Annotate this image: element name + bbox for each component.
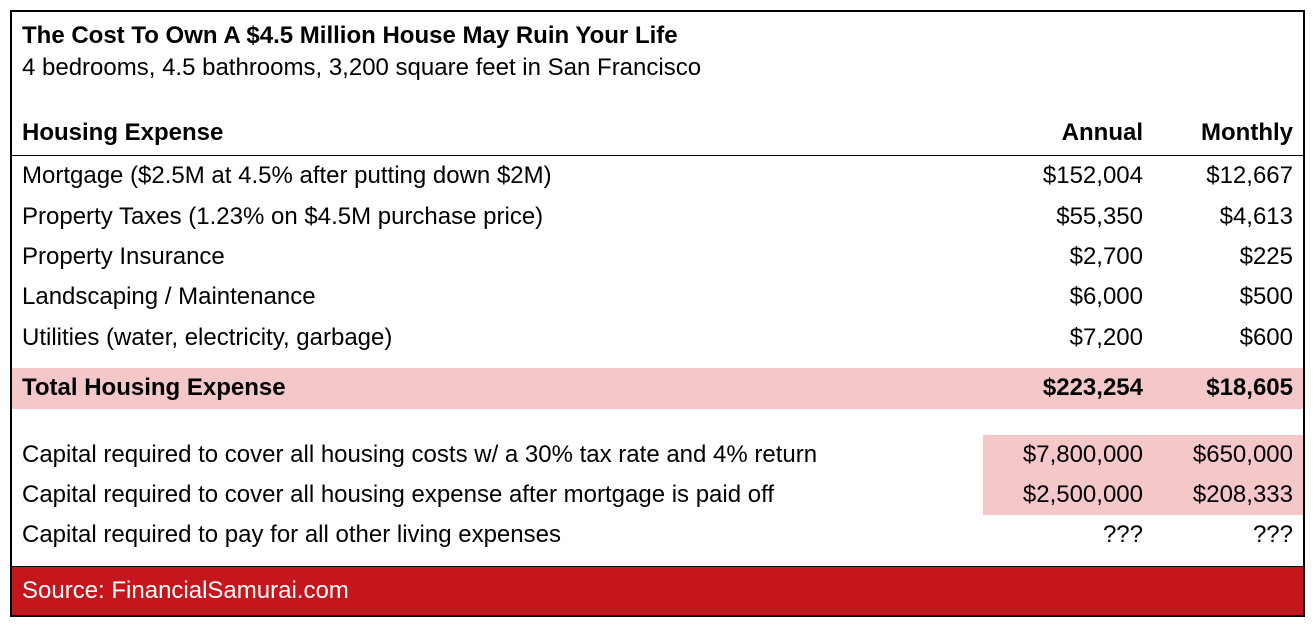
expense-monthly: $12,667 xyxy=(1153,156,1303,197)
capital-monthly: $650,000 xyxy=(1153,435,1303,475)
capital-annual: $7,800,000 xyxy=(983,435,1153,475)
col-header-annual: Annual xyxy=(983,113,1153,155)
expense-monthly: $600 xyxy=(1153,318,1303,358)
capital-monthly: $208,333 xyxy=(1153,475,1303,515)
capital-row: Capital required to cover all housing ex… xyxy=(12,475,1303,515)
expense-monthly: $500 xyxy=(1153,277,1303,317)
total-label: Total Housing Expense xyxy=(12,368,983,408)
total-monthly: $18,605 xyxy=(1153,368,1303,408)
table-title: The Cost To Own A $4.5 Million House May… xyxy=(12,12,1303,52)
expense-monthly: $225 xyxy=(1153,237,1303,277)
title-row: The Cost To Own A $4.5 Million House May… xyxy=(12,12,1303,52)
spacer xyxy=(12,87,1303,113)
total-annual: $223,254 xyxy=(983,368,1153,408)
expense-monthly: $4,613 xyxy=(1153,197,1303,237)
col-header-monthly: Monthly xyxy=(1153,113,1303,155)
expense-annual: $55,350 xyxy=(983,197,1153,237)
expense-annual: $7,200 xyxy=(983,318,1153,358)
expense-annual: $6,000 xyxy=(983,277,1153,317)
table-row: Property Taxes (1.23% on $4.5M purchase … xyxy=(12,197,1303,237)
total-row: Total Housing Expense $223,254 $18,605 xyxy=(12,368,1303,408)
subtitle-row: 4 bedrooms, 4.5 bathrooms, 3,200 square … xyxy=(12,52,1303,86)
expense-table: The Cost To Own A $4.5 Million House May… xyxy=(12,12,1303,615)
col-header-label: Housing Expense xyxy=(12,113,983,155)
capital-row: Capital required to cover all housing co… xyxy=(12,435,1303,475)
table-row: Mortgage ($2.5M at 4.5% after putting do… xyxy=(12,156,1303,197)
expense-label: Property Insurance xyxy=(12,237,983,277)
capital-monthly: ??? xyxy=(1153,515,1303,555)
capital-label: Capital required to cover all housing ex… xyxy=(12,475,983,515)
expense-annual: $2,700 xyxy=(983,237,1153,277)
expense-label: Landscaping / Maintenance xyxy=(12,277,983,317)
capital-annual: ??? xyxy=(983,515,1153,555)
expense-label: Utilities (water, electricity, garbage) xyxy=(12,318,983,358)
capital-label: Capital required to pay for all other li… xyxy=(12,515,983,555)
expense-label: Mortgage ($2.5M at 4.5% after putting do… xyxy=(12,156,983,197)
table-row: Property Insurance $2,700 $225 xyxy=(12,237,1303,277)
capital-row: Capital required to pay for all other li… xyxy=(12,515,1303,555)
capital-label: Capital required to cover all housing co… xyxy=(12,435,983,475)
spacer xyxy=(12,358,1303,368)
source-text: Source: FinancialSamurai.com xyxy=(12,566,1303,615)
source-row: Source: FinancialSamurai.com xyxy=(12,566,1303,615)
spacer xyxy=(12,409,1303,435)
capital-annual: $2,500,000 xyxy=(983,475,1153,515)
table-subtitle: 4 bedrooms, 4.5 bathrooms, 3,200 square … xyxy=(12,52,1303,86)
table-row: Landscaping / Maintenance $6,000 $500 xyxy=(12,277,1303,317)
column-header-row: Housing Expense Annual Monthly xyxy=(12,113,1303,155)
expense-label: Property Taxes (1.23% on $4.5M purchase … xyxy=(12,197,983,237)
table-row: Utilities (water, electricity, garbage) … xyxy=(12,318,1303,358)
spacer xyxy=(12,556,1303,566)
expense-table-container: The Cost To Own A $4.5 Million House May… xyxy=(10,10,1305,617)
expense-annual: $152,004 xyxy=(983,156,1153,197)
